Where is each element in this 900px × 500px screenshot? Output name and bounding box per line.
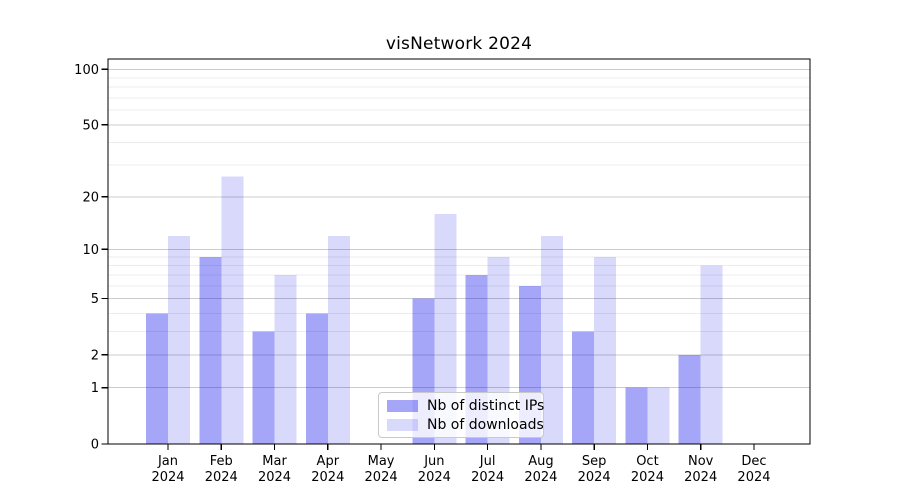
chart-title: visNetwork 2024 bbox=[385, 34, 533, 54]
x-tick-label-year-jul: 2024 bbox=[471, 470, 504, 485]
bar-jun-downloads bbox=[434, 213, 457, 444]
x-tick-label-year-aug: 2024 bbox=[524, 470, 557, 485]
legend-item-distinct-ips: Nb of distinct IPs bbox=[387, 398, 544, 413]
bar-oct-downloads bbox=[647, 387, 670, 444]
y-tick-label-1: 1 bbox=[91, 381, 99, 396]
bar-feb-downloads bbox=[221, 176, 244, 444]
x-tick-label-year-nov: 2024 bbox=[684, 470, 717, 485]
legend-label-downloads: Nb of downloads bbox=[427, 416, 544, 433]
x-tick-label-year-mar: 2024 bbox=[258, 470, 291, 485]
legend: Nb of distinct IPs Nb of downloads bbox=[378, 392, 544, 438]
bar-jan-distinct-ips bbox=[146, 313, 168, 444]
y-tick-label-5: 5 bbox=[91, 292, 99, 307]
legend-swatch-distinct-ips bbox=[387, 399, 418, 412]
x-tick-label-month-oct: Oct bbox=[636, 454, 658, 469]
x-tick-label-month-nov: Nov bbox=[688, 454, 714, 469]
bar-nov-distinct-ips bbox=[678, 354, 701, 444]
bar-mar-distinct-ips bbox=[252, 331, 275, 444]
x-tick-label-year-oct: 2024 bbox=[631, 470, 664, 485]
x-tick-label-month-dec: Dec bbox=[741, 454, 766, 469]
y-gridlines-minor bbox=[108, 77, 810, 332]
bar-jan-downloads bbox=[168, 235, 190, 444]
x-tick-label-month-sep: Sep bbox=[582, 454, 607, 469]
legend-label-distinct-ips: Nb of distinct IPs bbox=[427, 397, 545, 414]
x-tick-label-year-jun: 2024 bbox=[418, 470, 451, 485]
y-tick-label-20: 20 bbox=[82, 190, 99, 205]
bar-nov-downloads bbox=[700, 265, 723, 444]
bar-apr-distinct-ips bbox=[305, 313, 328, 444]
bar-aug-downloads bbox=[540, 235, 563, 444]
x-tick-label-month-jul: Jul bbox=[479, 454, 496, 469]
y-gridlines-major bbox=[108, 68, 810, 389]
x-tick-label-year-dec: 2024 bbox=[737, 470, 770, 485]
x-tick-label-year-jan: 2024 bbox=[151, 470, 184, 485]
x-tick-label-year-feb: 2024 bbox=[205, 470, 238, 485]
legend-swatch-downloads bbox=[387, 418, 418, 431]
x-tick-label-month-apr: Apr bbox=[317, 454, 340, 469]
x-tick-label-month-jun: Jun bbox=[423, 454, 444, 469]
bar-feb-distinct-ips bbox=[199, 257, 222, 444]
x-tick-label-month-jan: Jan bbox=[157, 454, 178, 469]
x-tick-label-month-mar: Mar bbox=[262, 454, 287, 469]
x-axis: Jan2024Feb2024Mar2024Apr2024May2024Jun20… bbox=[151, 444, 771, 485]
y-tick-label-0: 0 bbox=[91, 438, 99, 453]
bar-apr-downloads bbox=[327, 235, 350, 444]
x-tick-label-year-sep: 2024 bbox=[578, 470, 611, 485]
bar-mar-downloads bbox=[274, 275, 297, 444]
y-tick-label-2: 2 bbox=[91, 348, 99, 363]
x-tick-label-month-feb: Feb bbox=[210, 454, 233, 469]
x-tick-label-year-apr: 2024 bbox=[311, 470, 344, 485]
y-tick-label-50: 50 bbox=[82, 118, 99, 133]
y-tick-label-100: 100 bbox=[74, 63, 99, 78]
bar-sep-downloads bbox=[594, 257, 617, 444]
y-tick-label-10: 10 bbox=[82, 243, 99, 258]
bar-oct-distinct-ips bbox=[625, 387, 648, 444]
x-tick-label-month-aug: Aug bbox=[528, 454, 553, 469]
bar-sep-distinct-ips bbox=[572, 331, 595, 444]
legend-item-downloads: Nb of downloads bbox=[387, 417, 544, 432]
x-tick-label-month-may: May bbox=[368, 454, 395, 469]
y-axis: 0 1 2 5 10 20 50 100 bbox=[74, 63, 108, 453]
x-tick-label-year-may: 2024 bbox=[365, 470, 398, 485]
plot-border bbox=[107, 58, 811, 445]
